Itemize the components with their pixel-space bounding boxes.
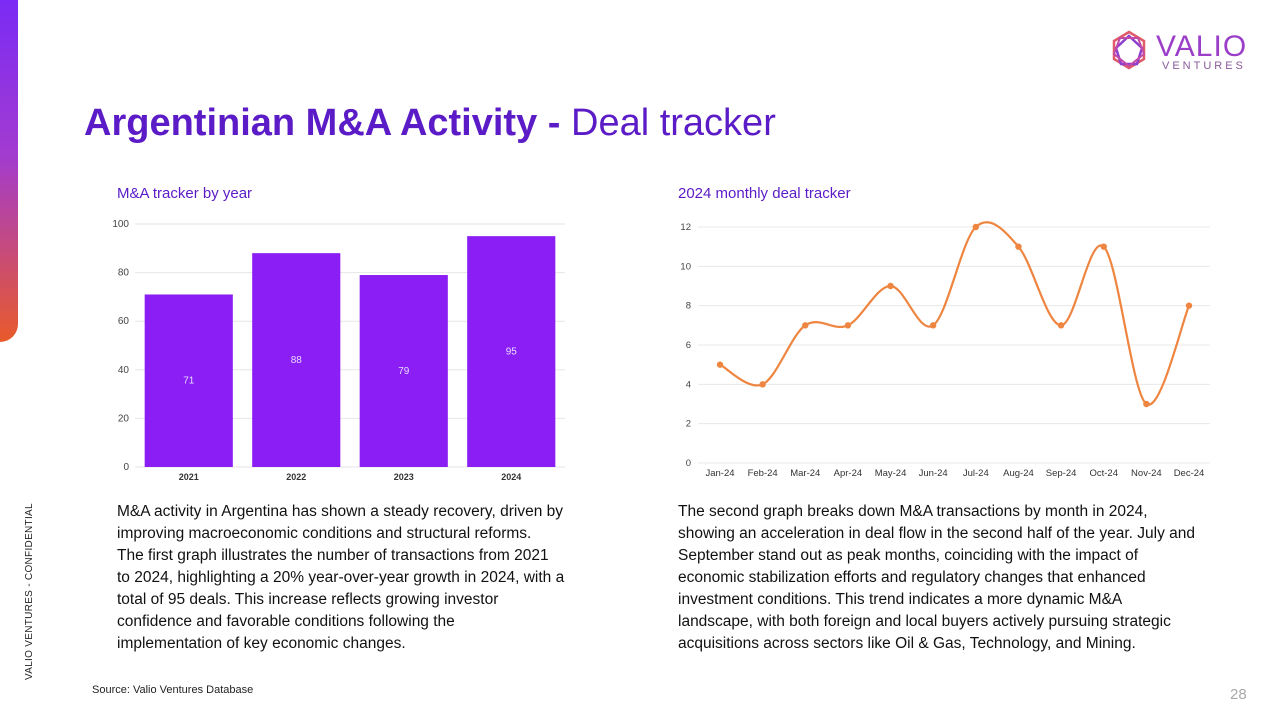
right-text-line: investment conditions. This trend indica… <box>678 591 1123 608</box>
line-x-tick-label: Aug-24 <box>1003 468 1034 479</box>
line-y-tick-label: 2 <box>686 419 691 430</box>
left-text-line: total of 95 deals. This increase reflect… <box>117 591 499 608</box>
deal-series-line <box>719 221 1191 406</box>
bar-data-label: 88 <box>291 355 303 366</box>
bar-x-tick-label: 2023 <box>394 472 414 482</box>
line-y-tick-label: 8 <box>686 301 691 312</box>
bar-y-tick-label: 20 <box>118 413 130 424</box>
bar-2023 <box>359 275 448 467</box>
valio-logo: VALIO VENTURES <box>1106 28 1256 74</box>
bar-chart-title: M&A tracker by year <box>117 185 253 202</box>
line-x-tick-label: Apr-24 <box>834 468 863 479</box>
line-y-tick-label: 0 <box>686 458 691 469</box>
line-x-tick-label: Nov-24 <box>1131 468 1162 479</box>
bar-y-tick-label: 80 <box>118 268 130 279</box>
line-x-tick-label: May-24 <box>875 468 907 479</box>
bar-2021 <box>144 294 233 467</box>
point-Jul-24 <box>972 223 980 231</box>
bar-2022 <box>252 253 341 467</box>
left-description: M&A activity in Argentina has shown a st… <box>117 501 564 655</box>
point-Sep-24 <box>1057 322 1065 329</box>
logo-subtitle: VENTURES <box>1162 60 1246 72</box>
point-Nov-24 <box>1143 400 1150 408</box>
bar-data-label: 79 <box>398 366 410 377</box>
point-Dec-24 <box>1185 302 1193 309</box>
point-Apr-24 <box>844 322 852 329</box>
source-note: Source: Valio Ventures Database <box>92 684 254 696</box>
logo-mark-icon <box>1112 30 1146 70</box>
bar-data-label: 95 <box>506 347 518 358</box>
bar-y-tick-label: 40 <box>118 365 130 376</box>
line-y-tick-label: 10 <box>680 261 691 272</box>
right-text-line: landscape, with both foreign and local b… <box>678 613 1171 630</box>
line-y-tick-label: 6 <box>686 340 691 351</box>
line-x-tick-label: Jan-24 <box>705 468 734 479</box>
left-text-line: confidence and favorable conditions foll… <box>117 613 455 630</box>
left-text-line: The first graph illustrates the number o… <box>117 547 549 564</box>
page-title: Argentinian M&A Activity - Deal tracker <box>84 102 776 145</box>
line-x-tick-label: Sep-24 <box>1046 468 1077 479</box>
title-light: Deal tracker <box>571 102 776 144</box>
point-Mar-24 <box>802 322 809 329</box>
bar-2024 <box>467 236 556 467</box>
line-x-tick-label: Dec-24 <box>1174 468 1205 479</box>
line-x-tick-label: Feb-24 <box>748 468 778 479</box>
right-description: The second graph breaks down M&A transac… <box>678 501 1195 655</box>
bar-y-tick-label: 60 <box>118 316 130 327</box>
page-number: 28 <box>1230 686 1247 703</box>
point-Feb-24 <box>759 381 766 388</box>
bar-x-tick-label: 2022 <box>286 472 306 482</box>
line-x-tick-label: Jul-24 <box>963 468 989 479</box>
bar-y-tick-label: 0 <box>123 462 129 473</box>
right-text-line: September stand out as peak months, coin… <box>678 547 1139 564</box>
line-y-tick-label: 4 <box>686 379 691 390</box>
line-x-tick-label: Mar-24 <box>790 468 820 479</box>
point-Jan-24 <box>716 361 724 368</box>
line-x-tick-label: Oct-24 <box>1089 468 1118 479</box>
line-x-tick-label: Jun-24 <box>919 468 948 479</box>
bar-chart: 0 20 40 60 80 100 71 2021 88 2022 79 2023 95 2024 <box>112 219 565 482</box>
logo-wordmark: VALIO <box>1156 30 1248 63</box>
line-chart-title: 2024 monthly deal tracker <box>678 185 851 202</box>
left-text-line: implementation of key economic changes. <box>117 635 406 652</box>
point-May-24 <box>887 282 894 290</box>
bar-data-label: 71 <box>183 376 195 387</box>
confidential-label: VALIO VENTURES - CONFIDENTIAL <box>24 503 35 680</box>
point-Jun-24 <box>929 322 937 329</box>
line-y-tick-label: 12 <box>680 222 691 233</box>
right-text-line: economic stabilization efforts and regul… <box>678 569 1146 586</box>
point-Aug-24 <box>1015 243 1022 250</box>
point-Oct-24 <box>1100 243 1107 250</box>
line-chart: 0 2 4 6 8 10 12 Jan-24 Feb-24 Mar-24 Apr-24 May-24 J… <box>680 221 1210 479</box>
left-text-line: improving macroeconomic conditions and s… <box>117 525 532 542</box>
left-text-line: M&A activity in Argentina has shown a st… <box>117 503 563 520</box>
right-text-line: acquisitions across sectors like Oil & G… <box>678 635 1136 652</box>
title-bold: Argentinian M&A Activity - <box>84 102 571 144</box>
right-text-line: The second graph breaks down M&A transac… <box>678 503 1148 520</box>
bar-y-tick-label: 100 <box>112 219 129 230</box>
left-text-line: to 2024, highlighting a 20% year-over-ye… <box>117 569 565 586</box>
bar-x-tick-label: 2021 <box>179 472 199 482</box>
side-accent-bar <box>0 0 18 342</box>
bar-x-tick-label: 2024 <box>501 472 521 482</box>
right-text-line: showing an acceleration in deal flow in … <box>678 525 1195 542</box>
